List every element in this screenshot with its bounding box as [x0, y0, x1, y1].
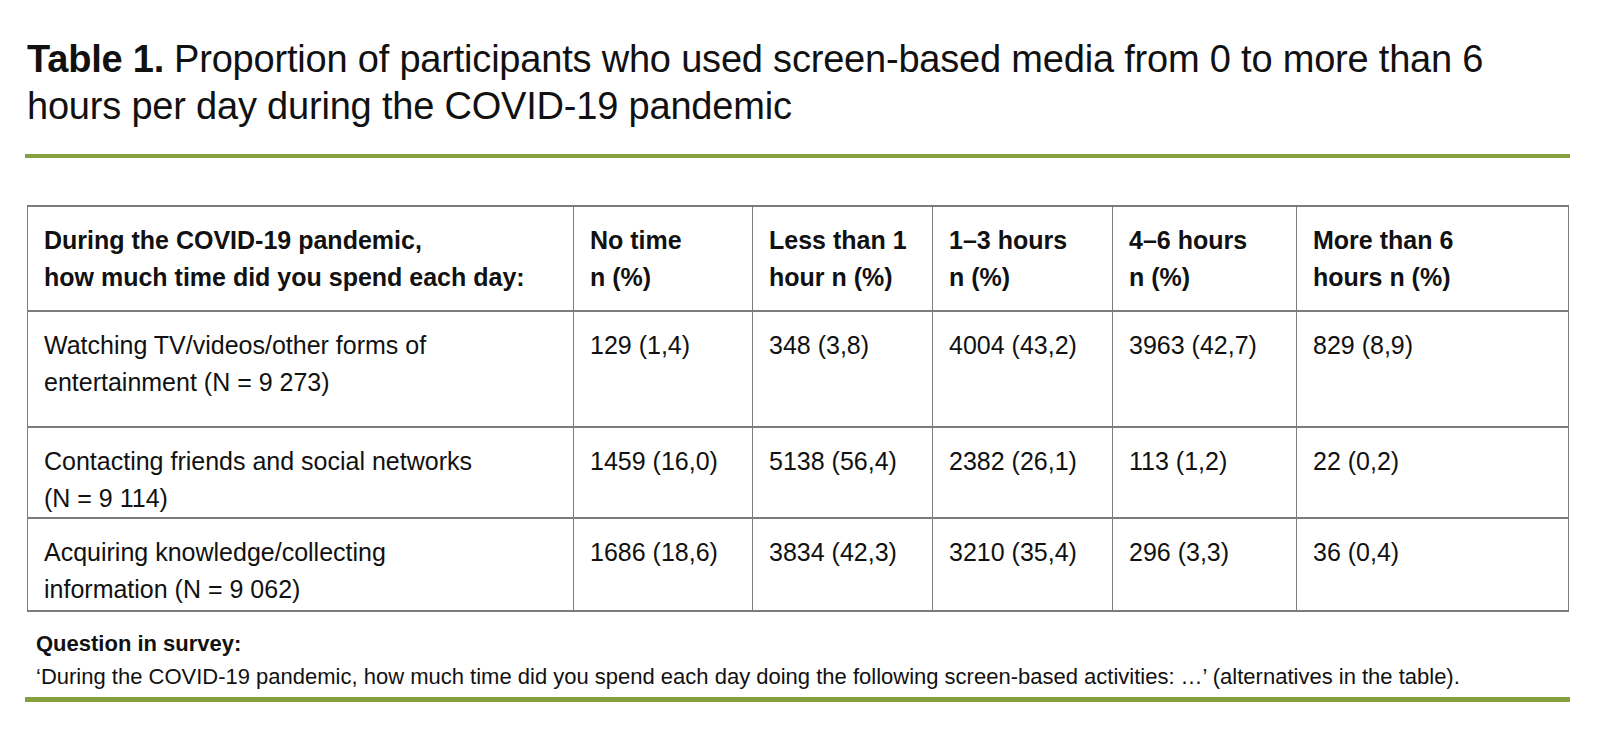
col-header-activity: During the COVID-19 pandemic, how much t…: [28, 206, 574, 311]
header-line: n (%): [949, 259, 1100, 296]
value-cell: 2382 (26,1): [933, 427, 1113, 518]
table-title-text-line1: Proportion of participants who used scre…: [174, 38, 1483, 80]
value-cell: 348 (3,8): [753, 311, 933, 427]
value-cell: 3834 (42,3): [753, 518, 933, 611]
header-line: hour n (%): [769, 259, 920, 296]
table-header-row: During the COVID-19 pandemic, how much t…: [28, 206, 1569, 311]
bottom-divider-rule: [25, 697, 1570, 702]
activity-line: Contacting friends and social networks: [44, 443, 561, 480]
value-cell: 296 (3,3): [1113, 518, 1297, 611]
value-cell: 113 (1,2): [1113, 427, 1297, 518]
activity-line: entertainment (N = 9 273): [44, 364, 561, 401]
col-header-less-than-1-hour: Less than 1 hour n (%): [753, 206, 933, 311]
header-line: More than 6: [1313, 222, 1556, 259]
top-divider-rule: [25, 154, 1570, 158]
table-row-acquiring-knowledge: Acquiring knowledge/collecting informati…: [28, 518, 1569, 611]
header-line: 4–6 hours: [1129, 222, 1284, 259]
header-line: n (%): [590, 259, 740, 296]
value-cell: 1459 (16,0): [574, 427, 753, 518]
value-cell: 829 (8,9): [1297, 311, 1569, 427]
header-line: No time: [590, 222, 740, 259]
value-cell: 1686 (18,6): [574, 518, 753, 611]
activity-line: information (N = 9 062): [44, 571, 561, 608]
header-line: how much time did you spend each day:: [44, 259, 561, 296]
data-table: During the COVID-19 pandemic, how much t…: [27, 205, 1569, 612]
activity-line: (N = 9 114): [44, 480, 561, 517]
table-container: During the COVID-19 pandemic, how much t…: [27, 205, 1568, 612]
table-title-line1: Table 1.Proportion of participants who u…: [27, 36, 1483, 83]
activity-line: Acquiring knowledge/collecting: [44, 534, 561, 571]
table-footnote: Question in survey: ‘During the COVID-19…: [36, 627, 1566, 693]
col-header-more-than-6-hours: More than 6 hours n (%): [1297, 206, 1569, 311]
value-cell: 3210 (35,4): [933, 518, 1113, 611]
col-header-no-time: No time n (%): [574, 206, 753, 311]
header-line: 1–3 hours: [949, 222, 1100, 259]
footnote-text: ‘During the COVID-19 pandemic, how much …: [36, 660, 1566, 693]
table-title-line2: hours per day during the COVID-19 pandem…: [27, 83, 1483, 130]
value-cell: 5138 (56,4): [753, 427, 933, 518]
activity-cell: Contacting friends and social networks (…: [28, 427, 574, 518]
header-line: hours n (%): [1313, 259, 1556, 296]
header-line: Less than 1: [769, 222, 920, 259]
header-line: During the COVID-19 pandemic,: [44, 222, 561, 259]
value-cell: 36 (0,4): [1297, 518, 1569, 611]
page: Table 1.Proportion of participants who u…: [0, 0, 1600, 745]
table-title-label: Table 1.: [27, 38, 164, 80]
activity-line: Watching TV/videos/other forms of: [44, 327, 561, 364]
activity-cell: Acquiring knowledge/collecting informati…: [28, 518, 574, 611]
value-cell: 3963 (42,7): [1113, 311, 1297, 427]
header-line: n (%): [1129, 259, 1284, 296]
col-header-4-6-hours: 4–6 hours n (%): [1113, 206, 1297, 311]
col-header-1-3-hours: 1–3 hours n (%): [933, 206, 1113, 311]
activity-cell: Watching TV/videos/other forms of entert…: [28, 311, 574, 427]
value-cell: 129 (1,4): [574, 311, 753, 427]
table-row-watching-tv: Watching TV/videos/other forms of entert…: [28, 311, 1569, 427]
value-cell: 22 (0,2): [1297, 427, 1569, 518]
table-title: Table 1.Proportion of participants who u…: [27, 36, 1483, 130]
footnote-heading: Question in survey:: [36, 627, 1566, 660]
value-cell: 4004 (43,2): [933, 311, 1113, 427]
table-row-contacting-friends: Contacting friends and social networks (…: [28, 427, 1569, 518]
